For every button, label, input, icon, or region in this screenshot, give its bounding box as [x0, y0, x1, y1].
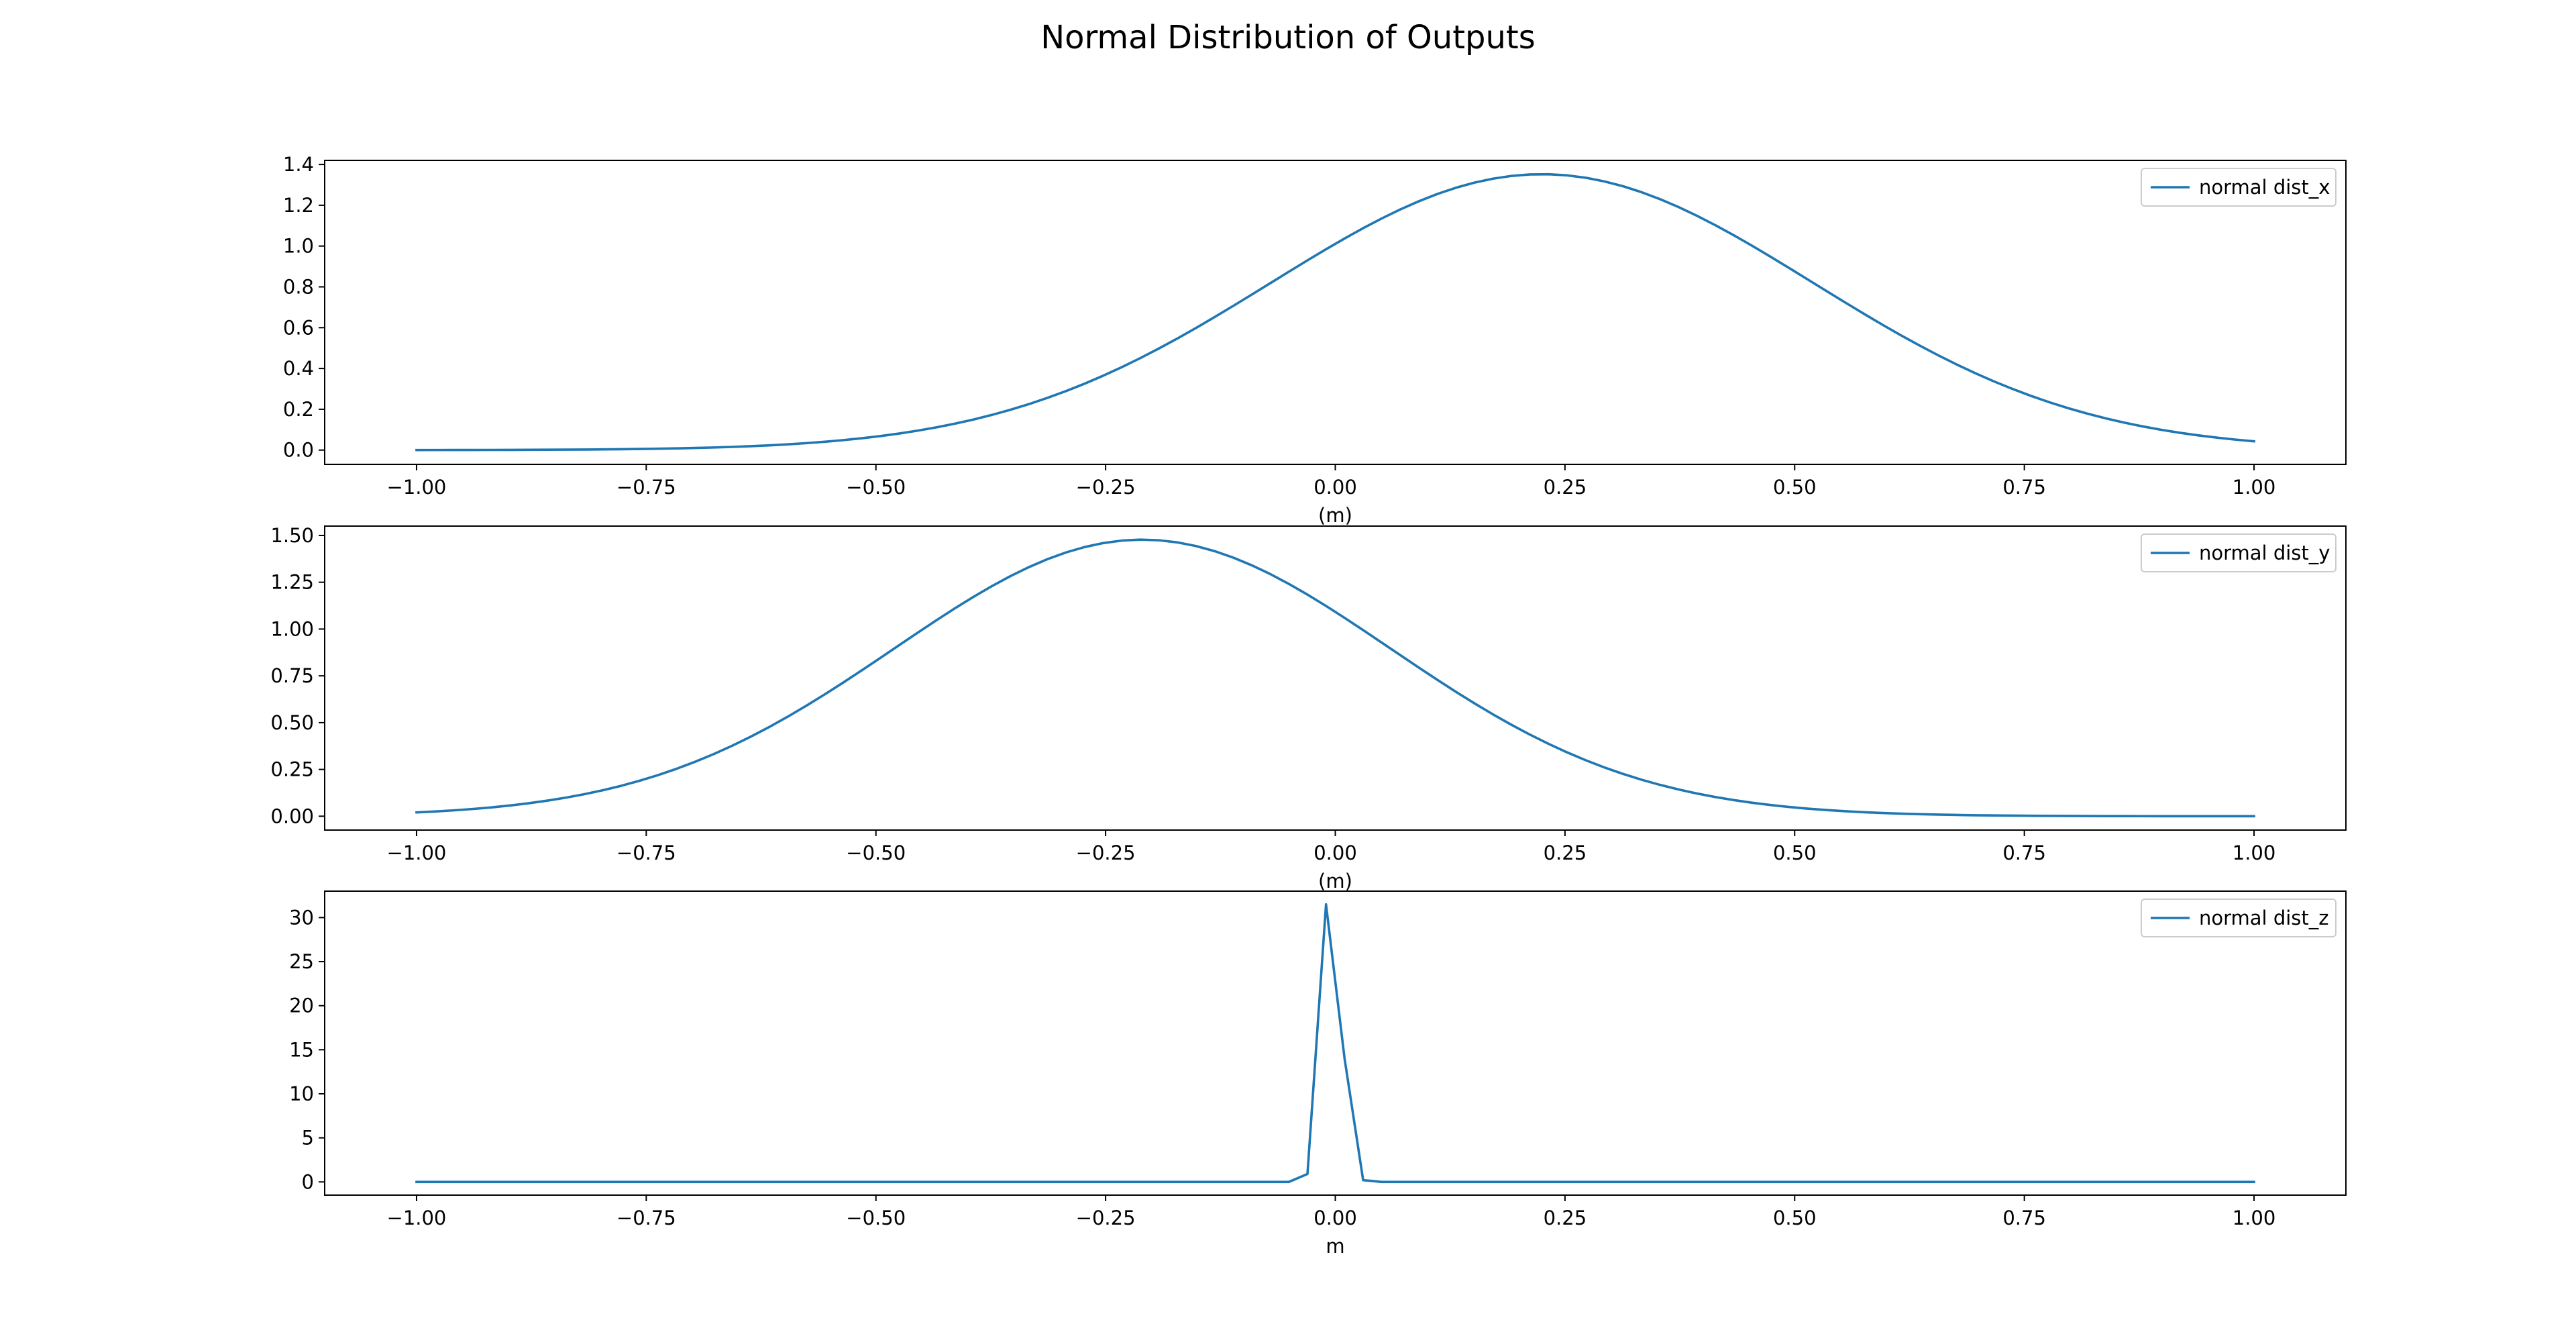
x-tick-label: 0.00 [1313, 476, 1357, 499]
x-axis-label: m [1326, 1235, 1344, 1258]
x-tick-label: 0.75 [2002, 476, 2046, 499]
y-tick-label: 1.0 [283, 235, 314, 258]
x-tick-label: −1.00 [387, 476, 447, 499]
subplots: −1.00 −0.75 −0.50 −0.25 0.00 0.25 0.50 0.75 1.00… [270, 153, 2347, 1258]
x-tick-label: 0.25 [1544, 841, 1587, 864]
x-tick-label: −1.00 [387, 1207, 447, 1229]
x-tick-label: −0.75 [616, 476, 676, 499]
y-tick-label: 1.50 [270, 524, 314, 547]
x-axis-label: (m) [1318, 504, 1352, 527]
x-tick-label: −0.75 [616, 1207, 676, 1229]
subplot-2: −1.00 −0.75 −0.50 −0.25 0.00 0.25 0.50 0.75 1.00… [270, 524, 2347, 892]
y-tick-label: 0.0 [283, 439, 314, 462]
figure-title: Normal Distribution of Outputs [1040, 19, 1535, 56]
y-tick-label: 0.8 [283, 275, 314, 298]
y-tick-label: 0 [302, 1170, 314, 1193]
y-tick-label: 0.4 [283, 357, 314, 380]
y-tick-label: 0.50 [270, 711, 314, 734]
legend-label: normal dist_z [2199, 907, 2329, 929]
legend: normal dist_y [2141, 533, 2337, 572]
y-tick-label: 0.6 [283, 316, 314, 339]
x-tick-label: 0.00 [1313, 1207, 1357, 1229]
x-tick-label: 0.25 [1544, 476, 1587, 499]
y-tick-label: 30 [289, 906, 314, 929]
y-tick-label: 1.2 [283, 194, 314, 217]
x-tick-label: 0.50 [1773, 476, 1817, 499]
x-axis-label: (m) [1318, 870, 1352, 892]
y-tick-label: 1.25 [270, 571, 314, 594]
x-tick-label: 0.75 [2002, 841, 2046, 864]
y-tick-label: 0.2 [283, 398, 314, 421]
x-tick-label: −0.50 [846, 1207, 906, 1229]
x-tick-label: 0.50 [1773, 1207, 1817, 1229]
x-tick-label: −0.50 [846, 476, 906, 499]
y-tick-label: 25 [289, 950, 314, 973]
legend-box [2141, 533, 2337, 572]
series-line-1 [415, 903, 2255, 1184]
x-tick-label: 0.00 [1313, 841, 1357, 864]
x-tick-label: −0.25 [1076, 841, 1136, 864]
subplot-1: −1.00 −0.75 −0.50 −0.25 0.00 0.25 0.50 0.75 1.00… [283, 153, 2347, 527]
x-tick-label: −0.25 [1076, 476, 1136, 499]
legend: normal dist_z [2141, 899, 2337, 937]
y-tick-label: 20 [289, 994, 314, 1017]
series-line-1 [415, 538, 2255, 818]
x-tick-label: 0.75 [2002, 1207, 2046, 1229]
x-tick-label: −1.00 [387, 841, 447, 864]
x-tick-label: 1.00 [2233, 841, 2276, 864]
x-tick-label: −0.25 [1076, 1207, 1136, 1229]
subplot-3: −1.00 −0.75 −0.50 −0.25 0.00 0.25 0.50 0.75 1.00… [289, 890, 2347, 1258]
y-tick-label: 0.75 [270, 664, 314, 687]
legend-label: normal dist_y [2199, 542, 2330, 564]
legend-box [2141, 899, 2337, 937]
y-tick-label: 10 [289, 1082, 314, 1105]
y-tick-label: 15 [289, 1038, 314, 1061]
y-tick-label: 0.25 [270, 758, 314, 781]
x-tick-label: −0.50 [846, 841, 906, 864]
legend-box [2141, 168, 2337, 207]
legend-label: normal dist_x [2199, 176, 2330, 199]
x-tick-label: −0.75 [616, 841, 676, 864]
series-line-1 [415, 172, 2256, 452]
x-tick-label: 1.00 [2233, 476, 2276, 499]
x-tick-label: 0.50 [1773, 841, 1817, 864]
y-tick-label: 1.4 [283, 153, 314, 176]
x-tick-label: 0.25 [1544, 1207, 1587, 1229]
legend: normal dist_x [2141, 168, 2337, 207]
y-tick-label: 0.00 [270, 805, 314, 827]
y-tick-label: 1.00 [270, 617, 314, 640]
y-tick-label: 5 [302, 1127, 314, 1149]
x-tick-label: 1.00 [2233, 1207, 2276, 1229]
